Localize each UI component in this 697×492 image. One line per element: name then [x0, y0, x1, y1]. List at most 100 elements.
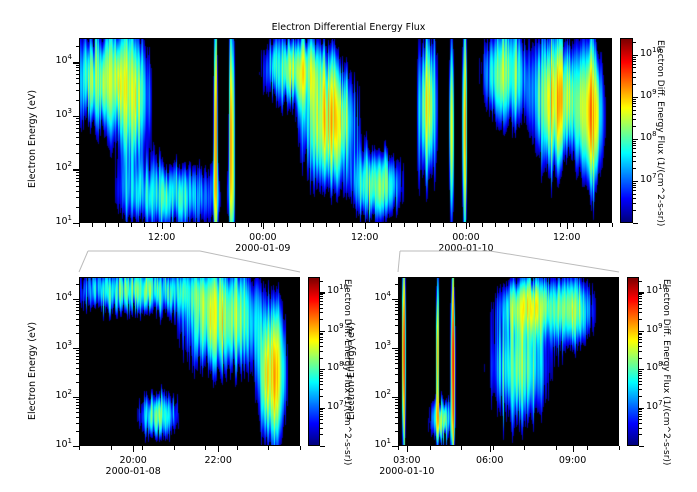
x-minor-tick [534, 223, 535, 227]
colorbar-minor-tick [320, 370, 323, 372]
x-major-tick [465, 223, 468, 229]
zoom-spectrogram-right-colorbar[interactable] [627, 277, 639, 446]
y-major-tick [73, 397, 79, 399]
y-major-tick [392, 397, 398, 399]
colorbar-major-tick [639, 292, 644, 294]
y-minor-tick [394, 416, 398, 418]
x-minor-tick [235, 223, 236, 227]
y-minor-tick [394, 404, 398, 406]
overview-spectrogram-plot-area[interactable] [79, 38, 612, 223]
x-minor-tick [142, 446, 144, 450]
y-minor-tick [394, 382, 398, 384]
colorbar-minor-tick [639, 422, 642, 424]
colorbar-tick-label: 109 [640, 87, 657, 101]
colorbar-minor-tick [639, 416, 642, 418]
overview-spectrogram[interactable] [79, 38, 612, 223]
x-minor-tick [326, 223, 327, 227]
zoom-spectrogram-right-plot-area[interactable] [398, 277, 619, 446]
y-minor-tick [394, 355, 398, 357]
y-minor-tick [75, 124, 79, 126]
y-minor-tick [394, 367, 398, 369]
x-minor-tick [417, 223, 418, 227]
x-minor-tick [144, 223, 145, 227]
x-minor-tick [300, 223, 301, 227]
y-minor-tick [75, 99, 79, 101]
colorbar-minor-tick [633, 106, 636, 108]
colorbar-minor-tick [633, 193, 636, 195]
x-minor-tick [287, 223, 288, 227]
y-minor-tick [75, 284, 79, 286]
y-minor-tick [75, 127, 79, 129]
x-tick-label: 12:00 [527, 232, 607, 243]
colorbar-major-tick [633, 138, 638, 141]
x-minor-tick [443, 223, 444, 227]
y-minor-tick [75, 313, 79, 315]
colorbar-minor-tick [639, 339, 642, 341]
x-minor-tick [586, 223, 587, 227]
y-minor-tick [394, 411, 398, 413]
y-tick-label: 102 [55, 160, 72, 174]
colorbar-minor-tick [639, 334, 642, 336]
x-minor-tick [404, 223, 405, 227]
zoom-spectrogram-left-plot-area[interactable] [79, 277, 300, 446]
x-minor-tick [398, 446, 399, 450]
x-tick-date: 2000-01-10 [438, 243, 494, 255]
colorbar-minor-tick [639, 427, 642, 429]
y-minor-tick [75, 190, 79, 192]
colorbar-minor-tick [639, 303, 642, 305]
connector-left [78, 250, 89, 273]
zoom-spectrogram-left-colorbar[interactable] [308, 277, 320, 446]
colorbar-minor-tick [633, 84, 636, 86]
colorbar-minor-tick [633, 126, 636, 128]
x-tick-label: 00:00 2000-01-09 [223, 232, 303, 254]
colorbar-minor-tick [639, 357, 642, 359]
y-minor-tick [394, 362, 398, 364]
overview-spectrogram-colorbar[interactable] [620, 38, 633, 223]
y-minor-tick [75, 401, 79, 403]
x-tick-time: 12:00 [147, 232, 176, 243]
colorbar-minor-tick [639, 296, 642, 298]
y-minor-tick [75, 422, 79, 424]
y-axis-label: Electron Energy (eV) [346, 321, 357, 420]
colorbar-minor-tick [320, 416, 323, 418]
colorbar-minor-tick [320, 296, 323, 298]
zoom-spectrogram-right[interactable] [398, 277, 619, 446]
x-tick-label: 22:00 [178, 455, 258, 466]
x-minor-tick [482, 223, 483, 227]
y-tick-label: 101 [55, 436, 72, 450]
x-tick-time: 00:00 [249, 232, 277, 243]
y-minor-tick [75, 350, 79, 352]
colorbar-major-tick [639, 446, 644, 448]
colorbar-minor-tick [320, 422, 323, 424]
y-minor-tick [394, 407, 398, 409]
colorbar-minor-tick [633, 187, 636, 189]
colorbar-minor-tick [639, 280, 642, 282]
y-minor-tick [394, 306, 398, 308]
y-major-tick [73, 169, 79, 171]
colorbar-tick-label: 107 [327, 398, 344, 412]
colorbar-minor-tick [320, 319, 323, 321]
x-minor-tick [118, 223, 119, 227]
colorbar-minor-tick [633, 42, 636, 44]
colorbar-minor-tick [633, 113, 636, 115]
colorbar-minor-tick [633, 64, 636, 66]
colorbar-tick-label: 108 [640, 129, 657, 143]
x-minor-tick [461, 446, 463, 450]
x-minor-tick [619, 446, 620, 450]
x-minor-tick [268, 446, 270, 450]
x-minor-tick [92, 223, 93, 227]
x-minor-tick [261, 223, 262, 227]
colorbar-gradient [628, 278, 638, 445]
zoom-spectrogram-left[interactable] [79, 277, 300, 446]
y-minor-tick [75, 373, 79, 375]
colorbar-minor-tick [639, 332, 642, 334]
x-minor-tick [456, 223, 457, 227]
y-minor-tick [394, 324, 398, 326]
x-minor-tick [79, 223, 80, 227]
y-minor-tick [75, 301, 79, 303]
y-major-tick [73, 115, 79, 118]
x-major-tick [489, 446, 491, 452]
y-tick-label: 104 [55, 52, 72, 67]
colorbar-minor-tick [633, 210, 636, 212]
x-minor-tick [274, 223, 275, 227]
